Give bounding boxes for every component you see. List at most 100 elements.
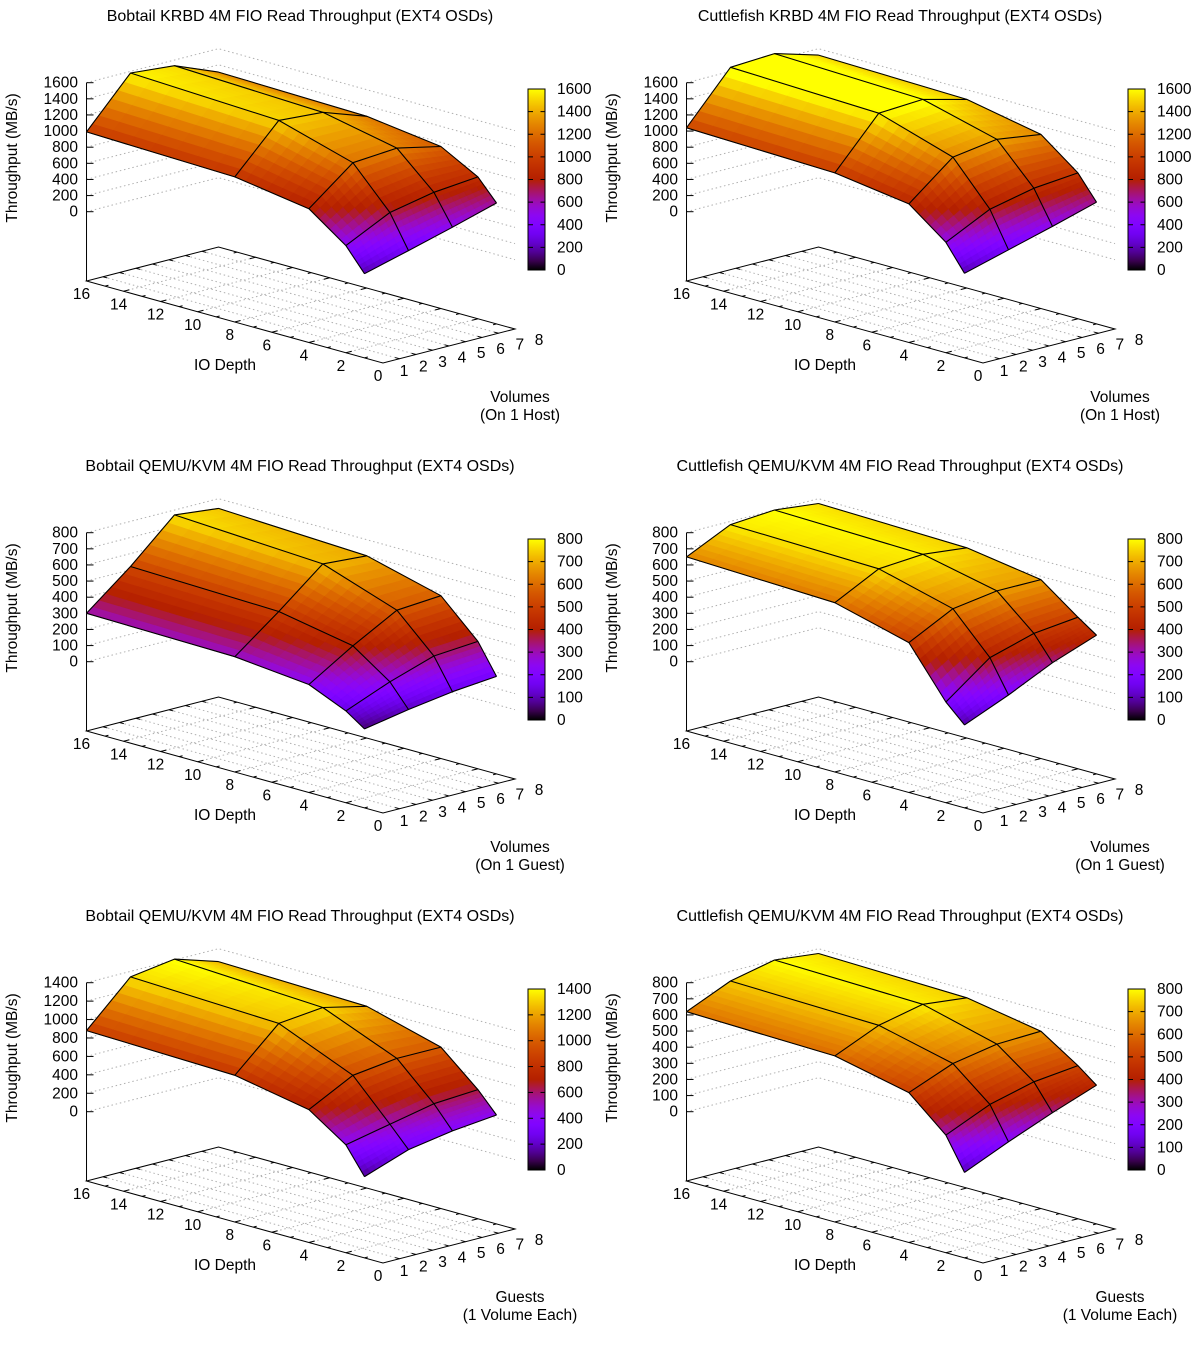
- svg-text:800: 800: [52, 139, 78, 156]
- svg-text:14: 14: [710, 296, 728, 313]
- x-axis-label: IO Depth: [193, 357, 257, 374]
- svg-text:16: 16: [673, 1186, 690, 1203]
- svg-text:16: 16: [673, 736, 690, 753]
- svg-text:0: 0: [669, 1104, 678, 1121]
- svg-text:3: 3: [1038, 1254, 1047, 1271]
- svg-text:0: 0: [1157, 1162, 1166, 1179]
- svg-text:16: 16: [73, 1186, 90, 1203]
- svg-text:700: 700: [52, 541, 78, 558]
- svg-text:400: 400: [652, 1039, 678, 1056]
- svg-text:10: 10: [784, 1217, 802, 1234]
- svg-text:8: 8: [535, 1232, 544, 1249]
- svg-text:1000: 1000: [44, 123, 79, 140]
- svg-text:300: 300: [557, 644, 583, 661]
- svg-text:0: 0: [557, 1162, 566, 1179]
- svg-text:12: 12: [147, 1207, 164, 1224]
- svg-text:4: 4: [300, 348, 309, 365]
- svg-text:1: 1: [1000, 813, 1009, 830]
- colorbar: 0 200 400 600 800 1000 1200 1400 1600: [527, 81, 592, 279]
- svg-text:200: 200: [1157, 1117, 1183, 1134]
- svg-text:8: 8: [225, 1227, 234, 1244]
- svg-text:1: 1: [400, 363, 409, 380]
- svg-text:10: 10: [784, 767, 802, 784]
- svg-text:5: 5: [477, 1245, 486, 1262]
- z-axis-label: Throughput (MB/s): [4, 993, 21, 1123]
- svg-text:14: 14: [110, 1196, 128, 1213]
- x-axis-label: IO Depth: [193, 807, 257, 824]
- svg-text:300: 300: [652, 1055, 678, 1072]
- x-axis-label: IO Depth: [793, 357, 857, 374]
- svg-text:600: 600: [1157, 576, 1183, 593]
- svg-text:4: 4: [900, 348, 909, 365]
- svg-text:4: 4: [900, 1248, 909, 1265]
- svg-text:7: 7: [1115, 786, 1124, 803]
- svg-text:400: 400: [557, 622, 583, 639]
- svg-text:2: 2: [419, 359, 428, 376]
- z-axis-label: Throughput (MB/s): [604, 543, 621, 673]
- svg-text:0: 0: [669, 204, 678, 221]
- svg-text:600: 600: [652, 155, 678, 172]
- svg-text:700: 700: [652, 991, 678, 1008]
- svg-text:1600: 1600: [44, 75, 79, 92]
- svg-text:14: 14: [110, 296, 128, 313]
- svg-text:10: 10: [184, 767, 202, 784]
- svg-text:600: 600: [652, 1007, 678, 1024]
- y-axis-label: Guests (1 Volume Each): [420, 1289, 620, 1324]
- svg-text:800: 800: [1157, 981, 1183, 998]
- surface: [86, 958, 497, 1178]
- svg-text:400: 400: [652, 171, 678, 188]
- svg-text:600: 600: [557, 576, 583, 593]
- x-axis-label: IO Depth: [793, 1257, 857, 1274]
- svg-text:5: 5: [1077, 795, 1086, 812]
- svg-text:800: 800: [52, 525, 78, 542]
- svg-text:400: 400: [52, 589, 78, 606]
- y-axis-label-line2: (On 1 Guest): [475, 856, 565, 874]
- svg-text:8: 8: [825, 1227, 834, 1244]
- svg-text:3: 3: [438, 354, 447, 371]
- surface-plot-panel-2: 0 200 400 600 800 1000 1200 1400 1600 16 14 12 10 8 6 4…: [600, 0, 1200, 450]
- svg-text:5: 5: [477, 795, 486, 812]
- svg-text:500: 500: [652, 573, 678, 590]
- svg-text:300: 300: [652, 605, 678, 622]
- surface: [86, 65, 497, 275]
- svg-text:200: 200: [1157, 667, 1183, 684]
- y-axis-label-line2: (On 1 Guest): [1075, 856, 1165, 874]
- colorbar: 0 100 200 300 400 500 600 700 800: [1127, 981, 1183, 1179]
- svg-text:4: 4: [458, 350, 467, 367]
- svg-text:6: 6: [1096, 1241, 1105, 1258]
- svg-text:400: 400: [652, 589, 678, 606]
- svg-text:500: 500: [557, 599, 583, 616]
- y-axis-label: Volumes (On 1 Host): [1020, 389, 1200, 424]
- svg-text:6: 6: [496, 341, 505, 358]
- svg-text:600: 600: [1157, 194, 1183, 211]
- svg-text:800: 800: [557, 531, 583, 548]
- svg-text:7: 7: [515, 1236, 524, 1253]
- svg-text:8: 8: [535, 332, 544, 349]
- y-axis-label-line1: Volumes: [1090, 389, 1150, 406]
- svg-text:700: 700: [652, 541, 678, 558]
- svg-text:1200: 1200: [44, 107, 79, 124]
- plot-title: Cuttlefish QEMU/KVM 4M FIO Read Throughp…: [676, 458, 1124, 475]
- svg-text:8: 8: [225, 327, 234, 344]
- colorbar: 0 200 400 600 800 1000 1200 1400 1600: [1127, 81, 1192, 279]
- svg-text:400: 400: [1157, 217, 1183, 234]
- svg-text:200: 200: [52, 188, 78, 205]
- svg-text:10: 10: [184, 317, 202, 334]
- svg-text:0: 0: [974, 1268, 983, 1285]
- svg-text:800: 800: [652, 975, 678, 992]
- svg-text:0: 0: [374, 368, 383, 385]
- y-axis-label-line2: (On 1 Host): [479, 406, 561, 424]
- svg-text:12: 12: [747, 1207, 764, 1224]
- surface-plot-panel-6: 0 100 200 300 400 500 600 700 800 16 14 12 10 8 6 4 2 0 1 2…: [600, 900, 1200, 1350]
- surface-mesh: [686, 502, 1097, 726]
- floor-grid: [84, 696, 517, 814]
- svg-text:2: 2: [937, 1258, 946, 1275]
